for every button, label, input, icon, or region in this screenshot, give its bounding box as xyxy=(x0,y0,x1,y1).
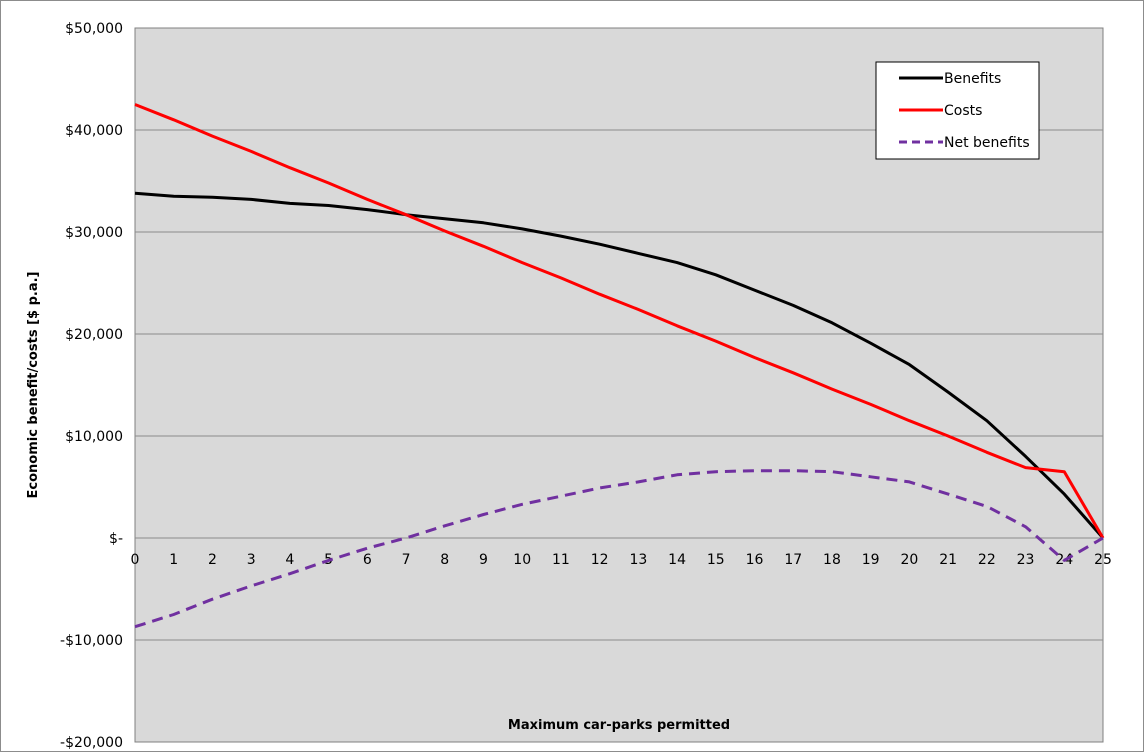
x-tick-label: 18 xyxy=(823,552,841,568)
x-tick-label: 4 xyxy=(285,552,294,568)
legend-label: Costs xyxy=(944,103,982,119)
x-tick-label: 19 xyxy=(862,552,880,568)
y-axis-tick-labels: -$20,000 -$10,000 $- $10,000 $20,000 $30,000 $… xyxy=(60,21,123,751)
x-tick-label: 1 xyxy=(169,552,178,568)
x-tick-label: 3 xyxy=(247,552,256,568)
x-tick-label: 7 xyxy=(402,552,411,568)
x-tick-label: 9 xyxy=(479,552,488,568)
series-lines xyxy=(134,103,1105,629)
legend: Benefits Costs Net benefits xyxy=(875,61,1040,160)
y-tick-label: $30,000 xyxy=(65,225,123,241)
x-axis-tick-labels: 0 1 2 3 4 5 6 7 8 9 10 11 12 13 14 15 16 17 18 19 20 21 22 23 24… xyxy=(131,552,1112,568)
legend-label: Net benefits xyxy=(944,135,1030,151)
series-line-benefits xyxy=(134,191,1105,539)
y-tick-label: $50,000 xyxy=(65,21,123,37)
x-tick-label: 10 xyxy=(513,552,531,568)
x-tick-label: 14 xyxy=(668,552,686,568)
y-tick-label: $- xyxy=(109,531,123,547)
y-tick-label: $10,000 xyxy=(65,429,123,445)
x-tick-label: 11 xyxy=(552,552,570,568)
x-tick-label: 21 xyxy=(939,552,957,568)
x-tick-label: 8 xyxy=(440,552,449,568)
x-tick-label: 25 xyxy=(1094,552,1112,568)
y-tick-label: $20,000 xyxy=(65,327,123,343)
x-tick-label: 6 xyxy=(363,552,372,568)
x-tick-label: 12 xyxy=(591,552,609,568)
x-tick-label: 23 xyxy=(1017,552,1035,568)
y-axis-title: Economic benefit/costs [$ p.a.] xyxy=(26,272,41,499)
x-tick-label: 13 xyxy=(629,552,647,568)
x-tick-label: 2 xyxy=(208,552,217,568)
x-tick-label: 0 xyxy=(131,552,140,568)
x-tick-label: 16 xyxy=(746,552,764,568)
y-tick-label: -$20,000 xyxy=(60,735,123,751)
x-axis-title: Maximum car-parks permitted xyxy=(508,718,730,733)
x-tick-label: 22 xyxy=(978,552,996,568)
legend-label: Benefits xyxy=(944,71,1001,87)
x-tick-label: 20 xyxy=(900,552,918,568)
y-tick-label: -$10,000 xyxy=(60,633,123,649)
series-line-costs xyxy=(134,103,1105,539)
x-tick-label: 15 xyxy=(707,552,725,568)
x-tick-label: 17 xyxy=(784,552,802,568)
series-line-net-benefits xyxy=(134,469,1104,629)
y-tick-label: $40,000 xyxy=(65,123,123,139)
